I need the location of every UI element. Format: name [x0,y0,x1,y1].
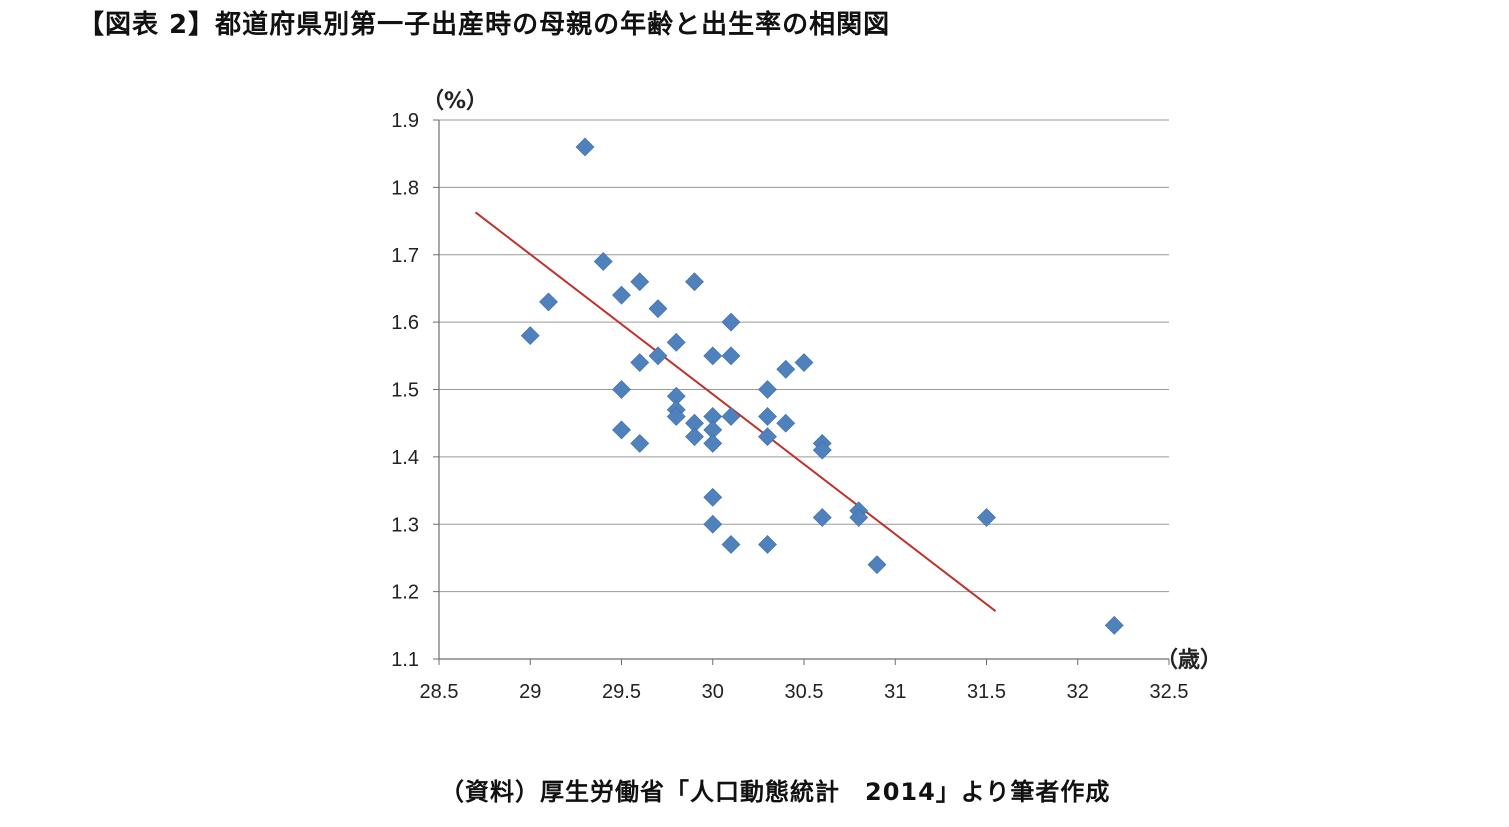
y-tick-label: 1.2 [391,582,419,604]
data-point [776,413,796,433]
data-point [593,252,613,271]
data-point [539,292,558,312]
data-points [520,137,1124,635]
y-axis-unit-label: （%） [422,89,488,114]
data-point [758,407,777,426]
y-tick-label: 1.3 [391,514,419,536]
data-point [867,555,887,575]
x-axis-unit-label: （歳） [1156,648,1222,673]
data-point [703,514,723,534]
y-tick-label: 1.7 [391,245,419,267]
data-point [703,346,723,366]
source-note: （資料）厚生労働省「人口動態統計 2014」より筆者作成 [440,778,1111,806]
data-point [575,137,595,157]
data-point [630,272,650,292]
data-point [612,380,631,399]
data-point [648,299,668,319]
data-point [666,332,686,352]
y-tick-label: 1.5 [391,380,419,402]
x-tick-label: 29 [519,681,541,703]
data-point [849,508,869,527]
y-tick-labels: 1.1 1.2 1.3 1.4 1.5 1.6 1.7 1.8 1.9 [391,110,419,671]
data-point [648,346,668,366]
data-point [703,433,723,453]
data-point [794,353,814,372]
x-tick-label: 30.5 [785,681,824,703]
data-point [1104,615,1124,635]
data-point [977,508,996,527]
x-tick-label: 30 [702,681,724,703]
gridlines [439,119,1169,593]
data-point [666,407,686,426]
data-point [630,433,650,453]
data-point [721,312,741,332]
x-tick-label: 32.5 [1150,681,1189,703]
data-point [721,346,741,366]
y-tick-label: 1.1 [391,649,419,671]
data-point [721,535,741,554]
x-tick-label: 32 [1067,681,1089,703]
data-point [721,407,741,426]
data-point [630,353,650,372]
axes [433,119,1170,665]
data-point [812,440,832,460]
y-tick-label: 1.6 [391,312,419,334]
chart-title: 【図表 2】都道府県別第一子出産時の母親の年齢と出生率の相関図 [78,10,891,40]
y-tick-label: 1.4 [391,447,419,469]
data-point [758,380,777,399]
x-tick-label: 31 [884,681,906,703]
data-point [758,535,777,554]
data-point [685,427,704,447]
data-point [758,427,777,447]
data-point [685,272,704,292]
y-tick-label: 1.8 [391,177,419,199]
x-tick-label: 28.5 [420,681,459,703]
data-point [612,285,631,305]
x-tick-labels: 28.5 29 29.5 30 30.5 31 31.5 32 32.5 [420,681,1189,703]
data-point [520,326,540,346]
y-tick-label: 1.9 [391,110,419,132]
data-point [612,420,631,440]
data-point [776,359,796,379]
data-point [812,508,832,527]
x-tick-label: 31.5 [967,681,1006,703]
data-point [703,487,723,507]
x-tick-label: 29.5 [602,681,641,703]
